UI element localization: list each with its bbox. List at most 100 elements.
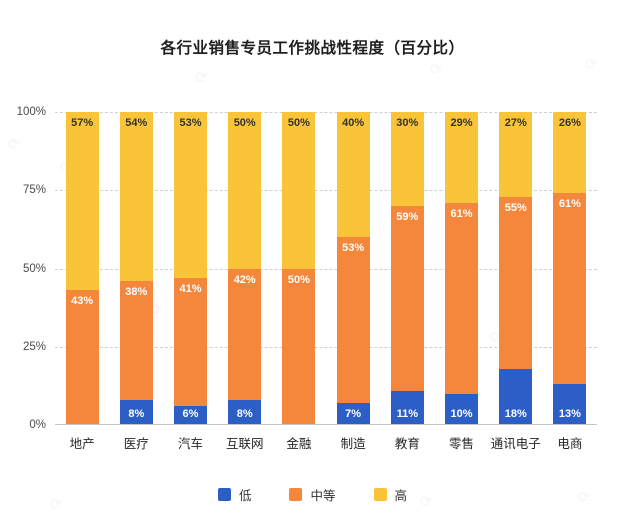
bar-segment-low: 18% (499, 368, 533, 425)
bar-value-label: 26% (558, 117, 581, 130)
bar-segment-medium: 50% (282, 268, 316, 425)
bar-segment-medium: 55% (499, 196, 533, 369)
bar-slot: 57% 43% (55, 112, 109, 425)
stacked-bar: 50% 50% (282, 112, 316, 425)
plot-area: 57% 43% 54% 38% 8% 53% 41% 6% 50% 42% 8% 50% 50% 40% 5… (55, 112, 597, 425)
bar-value-label: 42% (233, 273, 256, 286)
bar-segment-medium: 61% (445, 202, 479, 394)
bar-value-label: 53% (179, 117, 202, 130)
bar-segment-low: 7% (336, 403, 370, 425)
bar-slot: 50% 42% 8% (218, 112, 272, 425)
bar-segment-high: 57% (65, 112, 99, 291)
bar-segment-low: 13% (553, 384, 587, 425)
y-axis: 0% 25% 50% 75% 100% (0, 106, 46, 431)
category-label: 零售 (449, 437, 475, 451)
bar-value-label: 53% (342, 242, 365, 255)
bar-slot: 54% 38% 8% (109, 112, 163, 425)
stacked-bar: 40% 53% 7% (336, 112, 370, 425)
category-label: 汽车 (178, 437, 204, 451)
legend-swatch-medium (289, 488, 303, 501)
legend-item-low[interactable]: 低 (217, 485, 252, 504)
y-tick-label: 75% (22, 184, 46, 197)
bar-segment-medium: 59% (390, 205, 424, 391)
bar-segment-high: 26% (553, 112, 587, 194)
bar-value-label: 50% (287, 117, 310, 129)
bar-value-label: 61% (558, 198, 581, 211)
x-axis: 地产 医疗 汽车 互联网 金融 制造 教育 零售 通讯电子 电商 (55, 433, 597, 452)
bar-segment-low: 10% (445, 393, 479, 425)
bar-value-label: 54% (125, 117, 148, 130)
bar-value-label: 41% (179, 282, 202, 295)
watermark-logo-icon: ⟳ (193, 67, 210, 88)
gridline (55, 268, 597, 270)
stacked-bar: 30% 59% 11% (390, 112, 424, 425)
bar-segment-medium: 38% (119, 281, 153, 400)
legend-label: 低 (238, 489, 252, 503)
bar-slot: 29% 61% 10% (434, 112, 488, 425)
category-label: 地产 (69, 437, 95, 451)
gridline (55, 346, 597, 348)
stacked-bar: 50% 42% 8% (228, 112, 262, 425)
stacked-bar: 26% 61% 13% (553, 112, 587, 425)
bar-slot: 50% 50% (272, 112, 326, 425)
watermark-logo-icon: ⟳ (428, 59, 445, 80)
bar-segment-low: 11% (390, 390, 424, 425)
stacked-bar: 53% 41% 6% (174, 112, 207, 425)
stacked-bar: 29% 61% 10% (445, 112, 479, 425)
bar-segment-high: 30% (390, 112, 424, 206)
bar-value-label: 38% (125, 286, 148, 299)
bar-segment-high: 29% (445, 112, 479, 203)
bar-value-label: 7% (345, 408, 362, 420)
bar-value-label: 10% (450, 408, 473, 420)
x-axis-line (55, 424, 597, 425)
bar-segment-medium: 53% (336, 237, 370, 404)
category-label: 互联网 (225, 437, 264, 451)
bar-value-label: 18% (504, 408, 527, 420)
bar-slot: 53% 41% 6% (163, 112, 217, 425)
bar-segment-low: 8% (228, 399, 262, 425)
bar-segment-medium: 42% (228, 268, 262, 400)
bar-value-label: 61% (450, 207, 473, 220)
legend-swatch-high (373, 488, 387, 501)
plot-bars: 57% 43% 54% 38% 8% 53% 41% 6% 50% 42% 8% 50% 50% 40% 5… (55, 112, 597, 425)
category-label: 金融 (286, 437, 312, 451)
bar-slot: 26% 61% 13% (543, 112, 597, 425)
bar-value-label: 6% (182, 408, 199, 420)
category-label: 医疗 (123, 437, 149, 451)
bar-value-label: 50% (233, 117, 256, 130)
bar-value-label: 40% (342, 117, 365, 130)
bar-value-label: 43% (71, 295, 94, 308)
stacked-bar: 27% 55% 18% (499, 112, 533, 425)
y-tick-label: 100% (16, 106, 46, 118)
gridline (55, 190, 597, 192)
stacked-bar: 54% 38% 8% (119, 112, 153, 425)
bar-segment-high: 50% (282, 112, 316, 269)
bar-value-label: 8% (128, 408, 145, 420)
bar-segment-medium: 43% (65, 290, 99, 425)
y-tick-label: 0% (29, 419, 46, 431)
bar-slot: 27% 55% 18% (489, 112, 543, 425)
bar-segment-high: 40% (336, 112, 370, 238)
stacked-bar: 57% 43% (65, 112, 99, 425)
legend-label: 中等 (310, 489, 336, 503)
bar-slot: 30% 59% 11% (380, 112, 434, 425)
bar-segment-high: 27% (499, 112, 533, 197)
bar-segment-high: 53% (174, 112, 207, 278)
category-label: 制造 (340, 437, 366, 451)
bar-value-label: 30% (396, 117, 419, 130)
category-label: 教育 (394, 437, 420, 451)
bar-value-label: 27% (504, 117, 527, 130)
legend-item-high[interactable]: 高 (373, 485, 407, 504)
bar-value-label: 57% (71, 117, 94, 130)
bar-value-label: 13% (558, 408, 581, 420)
bar-value-label: 55% (504, 201, 527, 214)
bar-value-label: 8% (236, 408, 253, 420)
legend-swatch-low (217, 488, 231, 501)
legend-item-medium[interactable]: 中等 (289, 485, 336, 504)
bar-segment-high: 50% (228, 112, 262, 269)
category-label: 电商 (557, 437, 583, 451)
bar-value-label: 50% (287, 273, 310, 286)
bar-value-label: 29% (450, 117, 473, 130)
y-tick-label: 25% (22, 340, 46, 353)
